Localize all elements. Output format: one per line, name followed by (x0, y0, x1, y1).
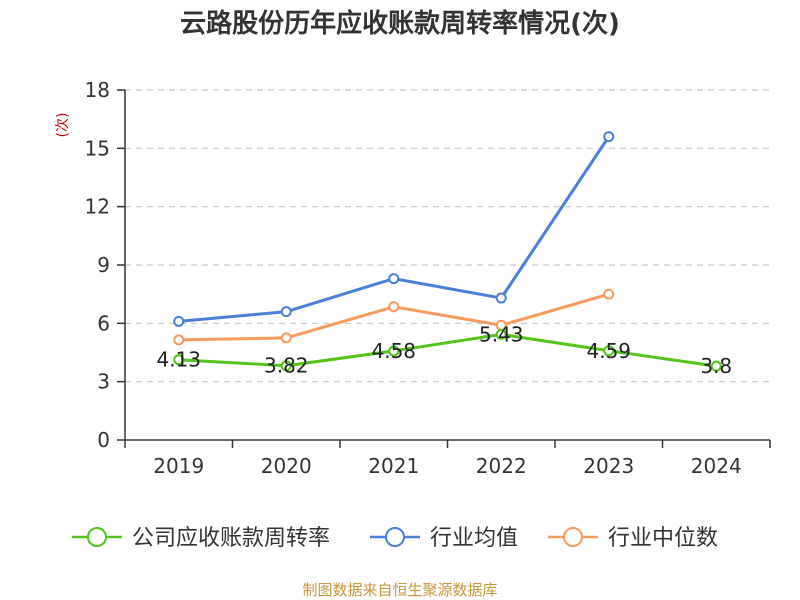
data-label: 3.8 (700, 354, 732, 378)
data-point[interactable] (388, 273, 400, 285)
series-lines (173, 131, 722, 372)
data-point[interactable] (280, 332, 292, 344)
y-axis-label: (次) (55, 113, 71, 138)
y-tick-label: 12 (85, 195, 110, 219)
legend-item-2[interactable]: 行业中位数 (548, 526, 718, 551)
x-tick-label: 2019 (153, 454, 204, 478)
data-point[interactable] (173, 334, 185, 346)
y-tick-label: 18 (85, 78, 110, 102)
legend-marker (563, 527, 583, 547)
data-label: 4.58 (371, 339, 416, 363)
legend-marker (385, 527, 405, 547)
data-label: 4.13 (156, 348, 201, 372)
data-labels: 4.13 3.82 4.58 5.43 4.59 3.8 (156, 322, 732, 378)
source-note: 制图数据来自恒生聚源数据库 (302, 581, 497, 599)
legend-label: 公司应收账款周转率 (132, 526, 330, 551)
chart-title: 云路股份历年应收账款周转率情况(次) (180, 8, 620, 39)
legend[interactable]: 公司应收账款周转率 行业均值 行业中位数 (72, 526, 718, 551)
data-point[interactable] (710, 360, 722, 372)
legend-label: 行业均值 (430, 526, 518, 551)
y-tick-label: 9 (97, 253, 110, 277)
legend-item-0[interactable]: 公司应收账款周转率 (72, 526, 330, 551)
legend-label: 行业中位数 (608, 526, 718, 551)
data-point[interactable] (495, 292, 507, 304)
x-tick-label: 2024 (691, 454, 742, 478)
data-point[interactable] (603, 131, 615, 143)
data-point[interactable] (173, 354, 185, 366)
x-tick-label: 2022 (476, 454, 527, 478)
grid-lines (125, 89, 770, 383)
x-tick-label: 2021 (368, 454, 419, 478)
series-line-1 (178, 135, 610, 323)
data-point[interactable] (173, 315, 185, 327)
x-tick-label: 2023 (583, 454, 634, 478)
data-point[interactable] (603, 345, 615, 357)
data-point[interactable] (280, 360, 292, 372)
data-label: 4.59 (586, 339, 631, 363)
data-point[interactable] (388, 301, 400, 313)
y-tick-label: 3 (97, 370, 110, 394)
y-tick-label: 6 (97, 311, 110, 335)
data-point[interactable] (388, 345, 400, 357)
series-line-0 (178, 332, 717, 368)
legend-marker (87, 527, 107, 547)
data-point[interactable] (603, 288, 615, 300)
legend-item-1[interactable]: 行业均值 (370, 526, 518, 551)
y-tick-label: 15 (85, 136, 110, 160)
data-point[interactable] (280, 306, 292, 318)
data-label: 3.82 (264, 354, 309, 378)
data-point[interactable] (495, 328, 507, 340)
y-tick-label: 0 (97, 428, 110, 452)
x-tick-label: 2020 (261, 454, 312, 478)
data-label: 5.43 (479, 322, 524, 346)
axes: 0 3 6 9 12 15 18 2019 2020 2021 2022 2023 2024 (85, 78, 771, 478)
